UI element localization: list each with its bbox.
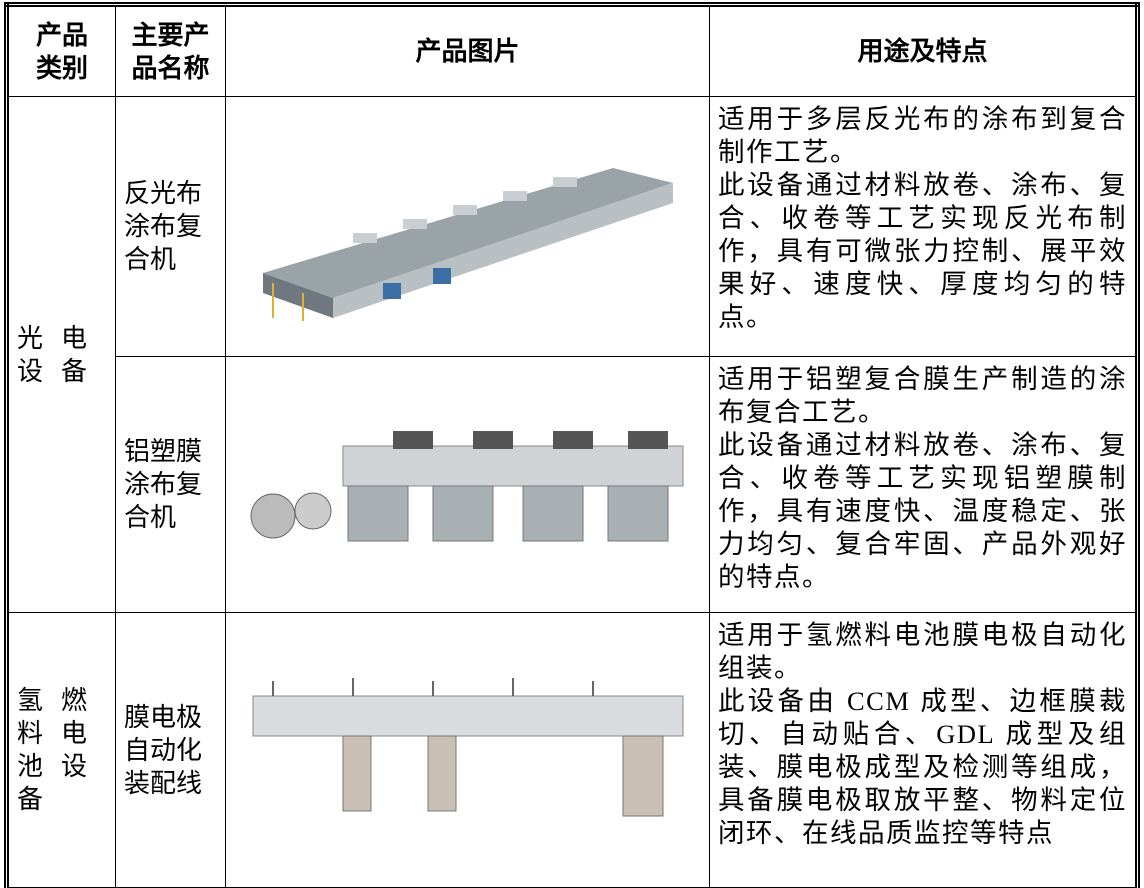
product-name: 膜电极自动化装配线 [124, 702, 203, 798]
description-cell: 适用于多层反光布的涂布到复合制作工艺。 此设备通过材料放卷、涂布、复合、收卷等工艺… [709, 96, 1138, 357]
name-cell: 膜电极自动化装配线 [115, 612, 226, 888]
header-row: 产品类别 主要产品名称 产品图片 用途及特点 [6, 4, 1138, 97]
description-cell: 适用于氢燃料电池膜电极自动化组装。 此设备由 CCM 成型、边框膜裁切、自动贴合、… [709, 612, 1138, 888]
description-cell: 适用于铝塑复合膜生产制造的涂布复合工艺。 此设备通过材料放卷、涂布、复合、收卷等工… [709, 356, 1138, 613]
product-name: 反光布涂布复合机 [124, 179, 203, 274]
machine-illustration [262, 167, 673, 321]
header-text: 产品类别 [35, 20, 88, 83]
category-cell: 光电设备 [6, 96, 116, 613]
description-text: 适用于多层反光布的涂布到复合制作工艺。 [718, 104, 1127, 167]
description-text: 此设备通过材料放卷、涂布、复合、收卷等工艺实现反光布制作，具有可微张力控制、展平… [718, 170, 1127, 332]
header-text: 主要产品名称 [131, 20, 210, 83]
name-cell: 反光布涂布复合机 [115, 96, 226, 357]
header-cell: 产品图片 [225, 4, 710, 97]
product-image [225, 612, 710, 888]
product-name: 铝塑膜涂布复合机 [124, 437, 203, 532]
machine-illustration [250, 430, 683, 541]
description-text: 适用于铝塑复合膜生产制造的涂布复合工艺。 [718, 364, 1127, 427]
header-cell: 用途及特点 [709, 4, 1138, 97]
product-image [225, 96, 710, 357]
header-cell: 产品类别 [6, 4, 116, 97]
product-table: 产品类别 主要产品名称 产品图片 用途及特点 光电设备 反光布涂布复合机 适用于… [4, 2, 1140, 888]
machine-illustration [252, 678, 683, 817]
description-text: 此设备通过材料放卷、涂布、复合、收卷等工艺实现铝塑膜制作，具有速度快、温度稳定、… [718, 430, 1127, 592]
description-text: 适用于氢燃料电池膜电极自动化组装。 [718, 620, 1127, 683]
category-cell: 氢燃料电池设备 [6, 612, 116, 888]
description-text: 此设备由 CCM 成型、边框膜裁切、自动贴合、GDL 成型及组装、膜电极成型及检… [718, 686, 1127, 848]
header-cell: 主要产品名称 [115, 4, 226, 97]
product-image [225, 356, 710, 613]
name-cell: 铝塑膜涂布复合机 [115, 356, 226, 613]
